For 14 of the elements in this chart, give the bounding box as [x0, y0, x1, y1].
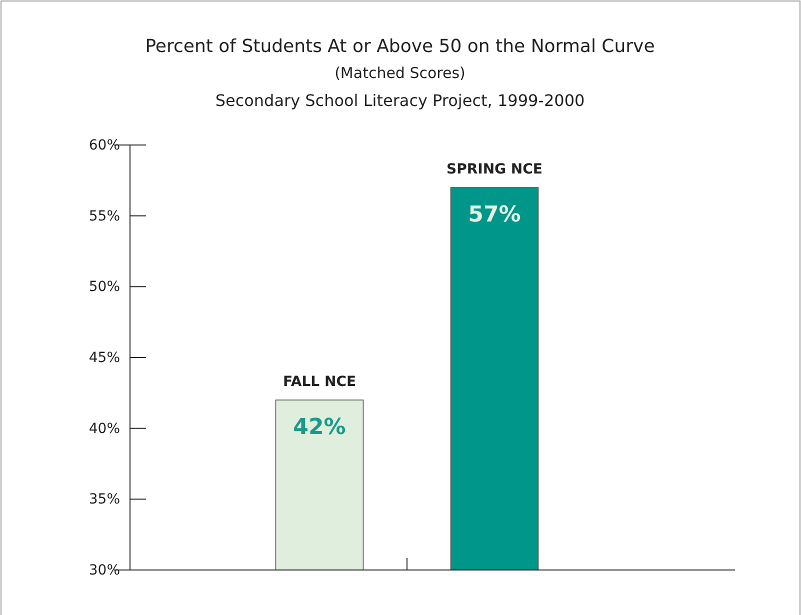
- y-tick-label: 45%: [88, 350, 120, 366]
- y-tick-label: 40%: [88, 420, 120, 437]
- y-tick-label: 60%: [88, 137, 120, 154]
- text: Secondary School Literacy Project, 1999-2000: [215, 91, 585, 110]
- y-tick-label: 35%: [88, 492, 120, 508]
- y-tick-label: 30%: [88, 562, 120, 578]
- data-label: 57%: [468, 202, 521, 228]
- x-tick-label: SPRING NCE: [446, 162, 542, 178]
- y-tick-label: 50%: [88, 279, 120, 296]
- chart-subtitle: (Matched Scores): [334, 64, 466, 82]
- y-tick-label: 55%: [88, 208, 120, 224]
- x-tick-label: FALL NCE: [282, 374, 356, 390]
- chart-title: Percent of Students At or Above 50 on the Normal Curve: [145, 36, 655, 57]
- data-label: 42%: [293, 415, 346, 440]
